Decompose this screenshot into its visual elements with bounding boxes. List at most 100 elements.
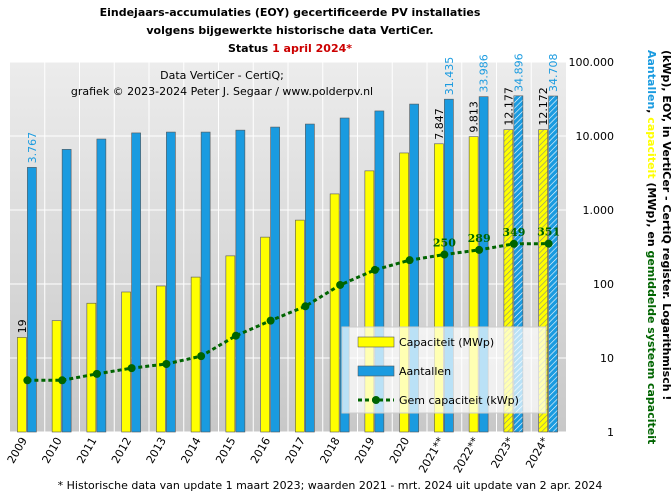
value-label: 7.847 [433, 108, 446, 140]
value-label: 9.813 [468, 101, 481, 133]
legend-swatch [357, 336, 395, 348]
legend-swatch [372, 396, 380, 404]
bar [166, 131, 176, 433]
value-label: 289 [468, 232, 491, 245]
footnote: * Historische data van update 1 maart 20… [58, 479, 603, 492]
point [440, 250, 449, 259]
y-axis-label: Aantallen, capaciteit (MWp), en gemiddel… [645, 50, 658, 444]
value-label: 349 [502, 226, 525, 239]
point [127, 364, 136, 373]
title-part: Eindejaars-accumulaties (EOY) gecertific… [100, 6, 481, 19]
chart-title: volgens bijgewerkte historische data Ver… [146, 24, 433, 37]
bar [260, 236, 270, 433]
x-tick-label: 2018 [317, 435, 342, 466]
value-label: 34.896 [512, 53, 525, 92]
bar [548, 95, 558, 433]
bar [503, 129, 514, 433]
bar [513, 95, 524, 433]
y-axis-label-part: gemiddelde systeem capaciteit [645, 251, 658, 445]
bar [51, 320, 62, 433]
y-axis-label: (kWp), EOY, in VertiCer - CertiQ registe… [660, 50, 671, 400]
bar [295, 219, 305, 433]
x-tick-label: 2024* [523, 435, 551, 471]
x-tick-label: 2017 [283, 435, 308, 466]
y-tick-label: 1 [607, 426, 614, 439]
x-tick-label: 2020 [387, 435, 412, 466]
x-tick-label: 2014 [178, 435, 203, 466]
bar [235, 129, 246, 433]
x-tick-label: 2023* [488, 435, 516, 471]
value-label: 12.177 [502, 87, 515, 126]
point [544, 239, 553, 248]
x-tick-label: 2013 [144, 435, 169, 466]
point [197, 352, 206, 361]
bar [478, 96, 489, 433]
bar [538, 129, 548, 433]
bar [434, 143, 444, 433]
value-label: 34.708 [547, 54, 560, 93]
point [509, 239, 518, 248]
value-label: 33.986 [478, 54, 491, 93]
title-part: volgens bijgewerkte historische data Ver… [146, 24, 433, 37]
bar [200, 131, 211, 433]
bar [121, 291, 131, 433]
point [370, 265, 379, 274]
bar [27, 167, 37, 433]
x-tick-label: 2016 [248, 435, 273, 466]
y-axis-label-part: Aantallen [645, 50, 658, 109]
value-label: 3.767 [26, 132, 39, 164]
chart-title: Status 1 april 2024* [228, 42, 352, 55]
x-tick-label: 2010 [39, 435, 64, 466]
chart-title: Eindejaars-accumulaties (EOY) gecertific… [100, 6, 481, 19]
value-label: 351 [537, 226, 560, 239]
bar [339, 117, 350, 433]
bar [444, 98, 454, 433]
y-tick-label: 10 [600, 352, 614, 365]
point [266, 316, 275, 325]
y-tick-label: 100.000 [569, 56, 615, 69]
bar [17, 337, 27, 433]
bar [131, 132, 141, 433]
x-tick-label: 2022** [451, 435, 482, 476]
bar [399, 152, 409, 433]
point [23, 376, 32, 385]
point [58, 376, 67, 385]
line [27, 242, 549, 382]
point [231, 331, 240, 340]
bar [305, 123, 315, 433]
y-axis-label-part: (MWp), en [645, 179, 658, 251]
legend-label: Gem capaciteit (kWp) [399, 394, 519, 407]
bar [329, 193, 340, 433]
y-axis-label-part: , [645, 109, 658, 117]
annotation: grafiek © 2023-2024 Peter J. Segaar / ww… [71, 85, 373, 98]
bar [364, 170, 375, 433]
title-part: 1 april 2024* [272, 42, 352, 55]
point [301, 302, 310, 311]
bar [61, 149, 72, 433]
bar [468, 136, 479, 433]
x-tick-label: 2009 [5, 435, 30, 466]
value-label: 31.435 [443, 57, 456, 96]
x-tick-label: 2019 [352, 435, 377, 466]
value-label: 250 [433, 237, 456, 250]
title-part: Status [228, 42, 272, 55]
point [336, 280, 345, 289]
value-label: 12.172 [537, 87, 550, 126]
bar [270, 126, 280, 433]
value-label: 19 [16, 319, 29, 333]
annotation: Data VertiCer - CertiQ; [160, 69, 284, 82]
y-tick-label: 10.000 [576, 130, 615, 143]
legend-label: Aantallen [399, 365, 451, 378]
point [405, 256, 414, 265]
bar [96, 138, 107, 433]
y-tick-label: 1.000 [583, 204, 615, 217]
bar [156, 285, 166, 433]
x-tick-label: 2015 [213, 435, 238, 466]
x-tick-label: 2012 [109, 435, 134, 466]
bar [86, 302, 97, 433]
legend-swatch [357, 365, 395, 377]
legend-label: Capaciteit (MWp) [399, 336, 494, 349]
bar [409, 103, 419, 433]
bar [225, 255, 236, 433]
